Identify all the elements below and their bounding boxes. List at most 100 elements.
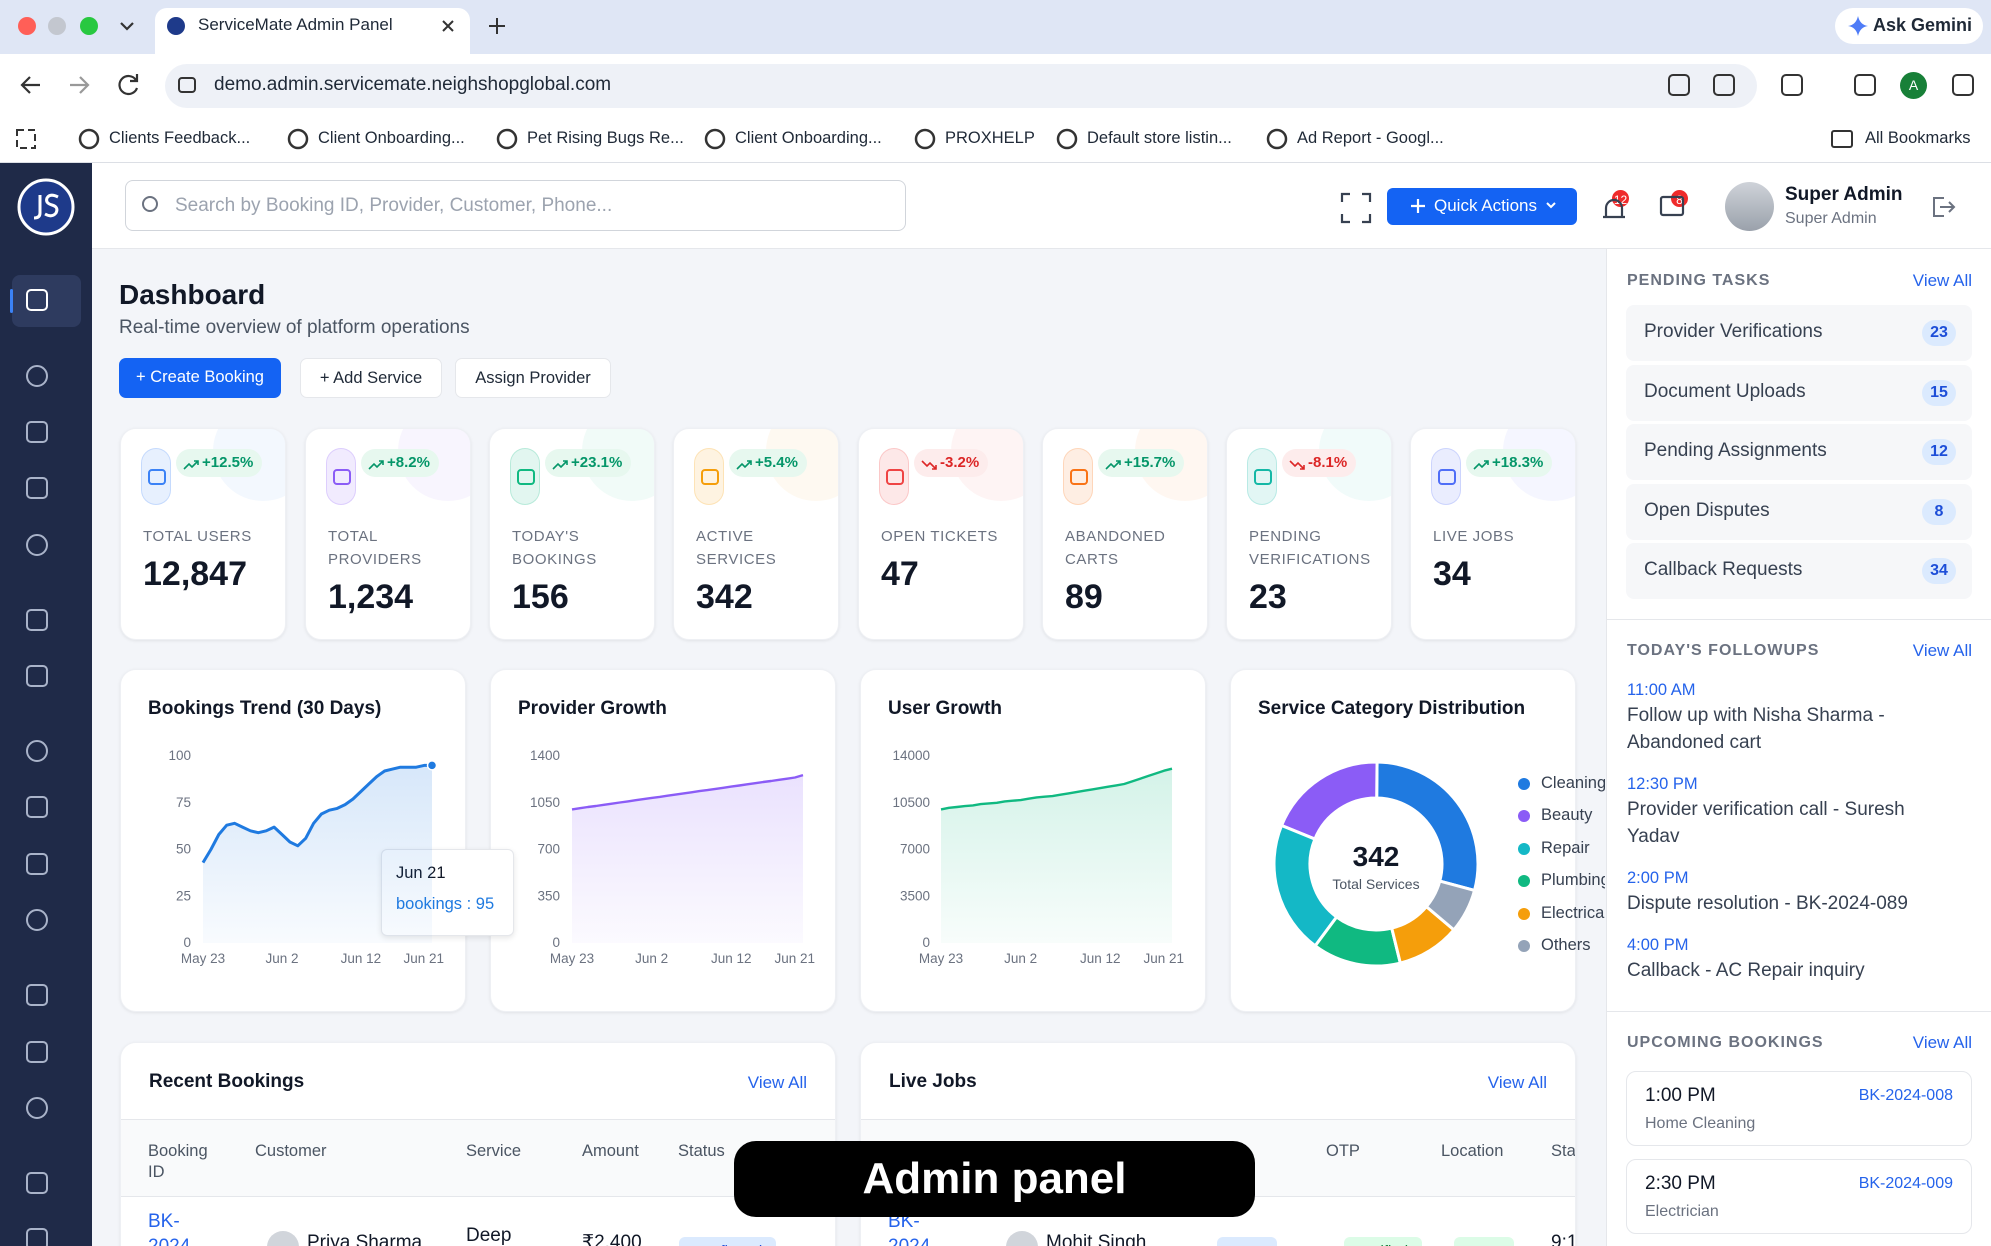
section-title: UPCOMING BOOKINGS (1627, 1034, 1824, 1051)
trend-glyph (368, 460, 384, 470)
stat-icon (1247, 448, 1277, 505)
url-bar[interactable] (165, 64, 1757, 108)
stat-icon (510, 448, 540, 505)
task-item[interactable]: Document Uploads 15 (1626, 364, 1972, 421)
stat-card: +23.1% TODAY'S BOOKINGS 156 (489, 428, 655, 640)
bookmark[interactable]: Client Onboarding... (735, 129, 882, 147)
stat-icon (879, 448, 909, 505)
stat-label: TOTAL USERS (143, 528, 252, 545)
table-header-bg (121, 1119, 835, 1197)
view-all[interactable]: View All (1912, 271, 1972, 290)
avatar (1006, 1231, 1038, 1246)
stat-glyph (701, 469, 719, 485)
tooltip-value: bookings : 95 (396, 895, 495, 913)
trend-arrow (1289, 455, 1305, 471)
status-pill: Confirmed (679, 1237, 777, 1246)
status-pill: On (1454, 1237, 1514, 1246)
page-subtitle: Real-time overview of platform operation… (119, 317, 470, 338)
column-header: Customer (255, 1142, 327, 1160)
stat-glyph (517, 469, 535, 485)
main-content: Dashboard Real-time overview of platform… (92, 249, 1605, 1246)
legend-label: Repair (1541, 838, 1590, 857)
trend-arrow (736, 455, 752, 471)
stat-value: 47 (881, 555, 919, 593)
task-item[interactable]: Provider Verifications 23 (1626, 305, 1972, 361)
user-name: Super Admin (1785, 184, 1903, 205)
booking-item[interactable]: 2:30 PM Electrician BK-2024-009 (1626, 1159, 1972, 1234)
stat-text: OPEN TICKETS 47 (881, 525, 1009, 594)
task-item[interactable]: Callback Requests 34 (1626, 543, 1972, 600)
followup-text: Follow up with Nisha Sharma - Abandoned … (1627, 705, 1885, 753)
action-button[interactable]: + Create Booking (119, 358, 281, 398)
stat-value: 1,234 (328, 578, 414, 616)
notification-badge: 12 (1610, 188, 1631, 209)
stat-text: TOTAL USERS 12,847 (143, 525, 271, 594)
legend-label: Cleaning (1541, 774, 1605, 792)
task-label: Provider Verifications (1644, 321, 1823, 342)
avatar (267, 1231, 299, 1246)
stat-label: TOTAL PROVIDERS (328, 528, 422, 568)
divider (1606, 1011, 1991, 1012)
followup-text: Dispute resolution - BK-2024-089 (1627, 893, 1908, 914)
search-box[interactable] (125, 180, 906, 231)
followup-time: 2:00 PM (1627, 869, 1689, 887)
table-card: Recent Bookings View All Booking ID Custome… (120, 1042, 836, 1246)
message-badge: 8 (1669, 188, 1690, 209)
stat-glyph (1438, 469, 1456, 485)
bookmark[interactable]: PROXHELP (945, 129, 1035, 147)
column-header: Location (1441, 1142, 1504, 1160)
task-count: 15 (1922, 379, 1956, 406)
trend-glyph (1473, 460, 1489, 470)
view-all[interactable]: View All (1912, 1033, 1972, 1052)
legend-label: Others (1541, 936, 1591, 954)
stat-change: +15.7% (1098, 449, 1185, 477)
stat-icon (1431, 448, 1461, 505)
action-button[interactable]: Assign Provider (455, 358, 611, 398)
stat-text: TODAY'S BOOKINGS 156 (512, 525, 640, 617)
trend-glyph (183, 460, 199, 470)
bookmark[interactable]: Ad Report - Googl... (1297, 129, 1444, 147)
trend-arrow (1105, 455, 1121, 471)
active-tab[interactable] (155, 8, 470, 54)
stat-glyph (886, 469, 904, 485)
stat-text: TOTAL PROVIDERS 1,234 (328, 525, 456, 617)
stat-change: +18.3% (1466, 449, 1553, 477)
trend-glyph (736, 460, 752, 470)
followup-time: 12:30 PM (1627, 775, 1698, 793)
chart-title: Bookings Trend (30 Days) (148, 698, 382, 719)
stat-label: TODAY'S BOOKINGS (512, 528, 597, 568)
stat-card: +15.7% ABANDONED CARTS 89 (1042, 428, 1208, 640)
task-label: Document Uploads (1644, 380, 1806, 402)
task-count: 8 (1922, 498, 1956, 525)
stat-label: LIVE JOBS (1433, 528, 1515, 545)
stat-icon (141, 448, 171, 505)
task-label: Callback Requests (1644, 559, 1803, 581)
followup: 2:00 PM Dispute resolution - BK-2024-089 (1627, 866, 1947, 917)
trend-arrow (552, 455, 568, 471)
stat-change: +12.5% (176, 449, 263, 477)
followup: 12:30 PM Provider verification call - Sur… (1627, 772, 1947, 850)
stat-label: ABANDONED CARTS (1065, 528, 1166, 568)
action-button[interactable]: + Add Service (300, 358, 442, 398)
followup-time: 4:00 PM (1627, 936, 1689, 954)
caption: Admin panel (862, 1154, 1127, 1203)
bookmark[interactable]: Pet Rising Bugs Re... (527, 129, 684, 147)
bookmark[interactable]: Clients Feedback... (109, 129, 251, 147)
followup: 11:00 AM Follow up with Nisha Sharma - Ab… (1627, 678, 1947, 756)
view-all[interactable]: View All (1487, 1073, 1547, 1092)
view-all[interactable]: View All (1912, 641, 1972, 660)
bookmark[interactable]: Client Onboarding... (318, 129, 465, 147)
task-item[interactable]: Open Disputes 8 (1626, 483, 1972, 540)
view-all[interactable]: View All (747, 1073, 807, 1092)
ask-gemini-label: Ask Gemini (1873, 15, 1973, 35)
user-avatar[interactable] (1725, 182, 1774, 231)
all-bookmarks[interactable]: All Bookmarks (1865, 129, 1971, 147)
section-title: TODAY'S FOLLOWUPS (1627, 642, 1820, 659)
booking-time: 2:30 PM (1645, 1173, 1716, 1194)
task-item[interactable]: Pending Assignments 12 (1626, 424, 1972, 481)
profile-avatar[interactable]: A (1900, 72, 1927, 99)
chart-card (490, 669, 836, 1012)
booking-item[interactable]: 1:00 PM Home Cleaning BK-2024-008 (1626, 1071, 1972, 1146)
followup-time: 11:00 AM (1627, 681, 1696, 699)
bookmark[interactable]: Default store listin... (1087, 129, 1232, 147)
